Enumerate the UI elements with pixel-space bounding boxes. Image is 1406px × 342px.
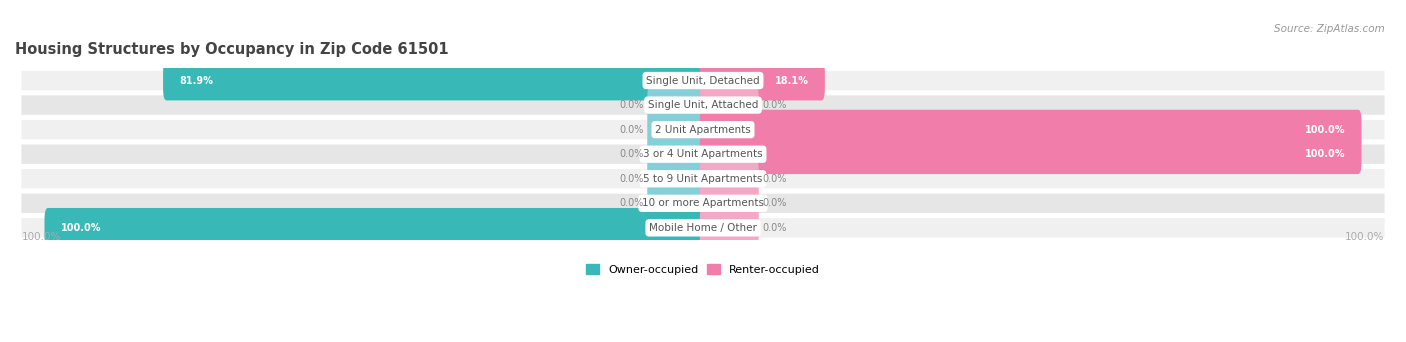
Text: 0.0%: 0.0% xyxy=(620,100,644,110)
FancyBboxPatch shape xyxy=(45,208,706,248)
FancyBboxPatch shape xyxy=(700,208,759,248)
Text: 100.0%: 100.0% xyxy=(21,232,60,242)
Legend: Owner-occupied, Renter-occupied: Owner-occupied, Renter-occupied xyxy=(581,260,825,279)
Text: 81.9%: 81.9% xyxy=(180,76,214,86)
FancyBboxPatch shape xyxy=(700,110,1361,149)
FancyBboxPatch shape xyxy=(647,134,706,174)
Text: 0.0%: 0.0% xyxy=(762,198,786,208)
FancyBboxPatch shape xyxy=(21,194,1385,213)
FancyBboxPatch shape xyxy=(21,145,1385,164)
FancyBboxPatch shape xyxy=(647,159,706,199)
Text: Single Unit, Attached: Single Unit, Attached xyxy=(648,100,758,110)
Text: 0.0%: 0.0% xyxy=(620,124,644,135)
Text: 100.0%: 100.0% xyxy=(1305,124,1346,135)
Text: 0.0%: 0.0% xyxy=(620,174,644,184)
Text: 0.0%: 0.0% xyxy=(620,149,644,159)
Text: 0.0%: 0.0% xyxy=(620,198,644,208)
FancyBboxPatch shape xyxy=(647,85,706,125)
Text: 0.0%: 0.0% xyxy=(762,174,786,184)
FancyBboxPatch shape xyxy=(21,169,1385,188)
Text: 0.0%: 0.0% xyxy=(762,100,786,110)
FancyBboxPatch shape xyxy=(700,85,759,125)
Text: 100.0%: 100.0% xyxy=(1305,149,1346,159)
Text: Source: ZipAtlas.com: Source: ZipAtlas.com xyxy=(1274,24,1385,34)
Text: 0.0%: 0.0% xyxy=(762,223,786,233)
Text: Housing Structures by Occupancy in Zip Code 61501: Housing Structures by Occupancy in Zip C… xyxy=(15,42,449,57)
FancyBboxPatch shape xyxy=(700,61,825,101)
Text: 100.0%: 100.0% xyxy=(60,223,101,233)
FancyBboxPatch shape xyxy=(163,61,706,101)
Text: 2 Unit Apartments: 2 Unit Apartments xyxy=(655,124,751,135)
FancyBboxPatch shape xyxy=(21,120,1385,139)
Text: 10 or more Apartments: 10 or more Apartments xyxy=(643,198,763,208)
Text: 3 or 4 Unit Apartments: 3 or 4 Unit Apartments xyxy=(643,149,763,159)
FancyBboxPatch shape xyxy=(21,218,1385,238)
Text: 5 to 9 Unit Apartments: 5 to 9 Unit Apartments xyxy=(644,174,762,184)
FancyBboxPatch shape xyxy=(21,71,1385,90)
FancyBboxPatch shape xyxy=(647,110,706,149)
Text: 18.1%: 18.1% xyxy=(775,76,808,86)
FancyBboxPatch shape xyxy=(700,159,759,199)
Text: Mobile Home / Other: Mobile Home / Other xyxy=(650,223,756,233)
FancyBboxPatch shape xyxy=(647,183,706,223)
FancyBboxPatch shape xyxy=(700,183,759,223)
FancyBboxPatch shape xyxy=(21,95,1385,115)
Text: Single Unit, Detached: Single Unit, Detached xyxy=(647,76,759,86)
FancyBboxPatch shape xyxy=(700,134,1361,174)
Text: 100.0%: 100.0% xyxy=(1346,232,1385,242)
